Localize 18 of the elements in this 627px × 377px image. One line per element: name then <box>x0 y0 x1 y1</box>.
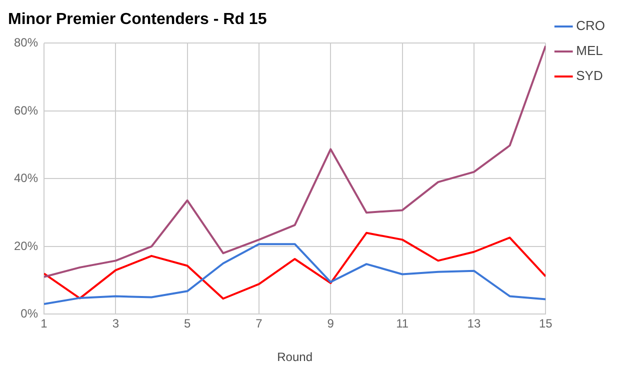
x-tick-label: 11 <box>396 316 409 331</box>
x-tick-label: 7 <box>256 316 263 331</box>
chart-title: Minor Premier Contenders - Rd 15 <box>8 11 267 28</box>
x-tick-label: 3 <box>112 316 120 331</box>
legend-label: CRO <box>576 18 605 34</box>
y-tick-label: 0% <box>20 306 38 321</box>
x-axis-title: Round <box>277 350 312 364</box>
legend-label: MEL <box>576 43 603 58</box>
y-tick-label: 80% <box>14 36 38 50</box>
x-tick-label: 13 <box>467 316 481 331</box>
y-tick-label: 60% <box>14 103 38 118</box>
x-tick-label: 9 <box>327 316 334 331</box>
y-tick-label: 20% <box>14 238 38 253</box>
legend-label: SYD <box>576 68 603 84</box>
x-tick-label: 1 <box>40 316 48 331</box>
y-tick-label: 40% <box>14 171 38 186</box>
x-tick-label: 5 <box>184 316 191 331</box>
x-tick-label: 15 <box>538 316 553 331</box>
